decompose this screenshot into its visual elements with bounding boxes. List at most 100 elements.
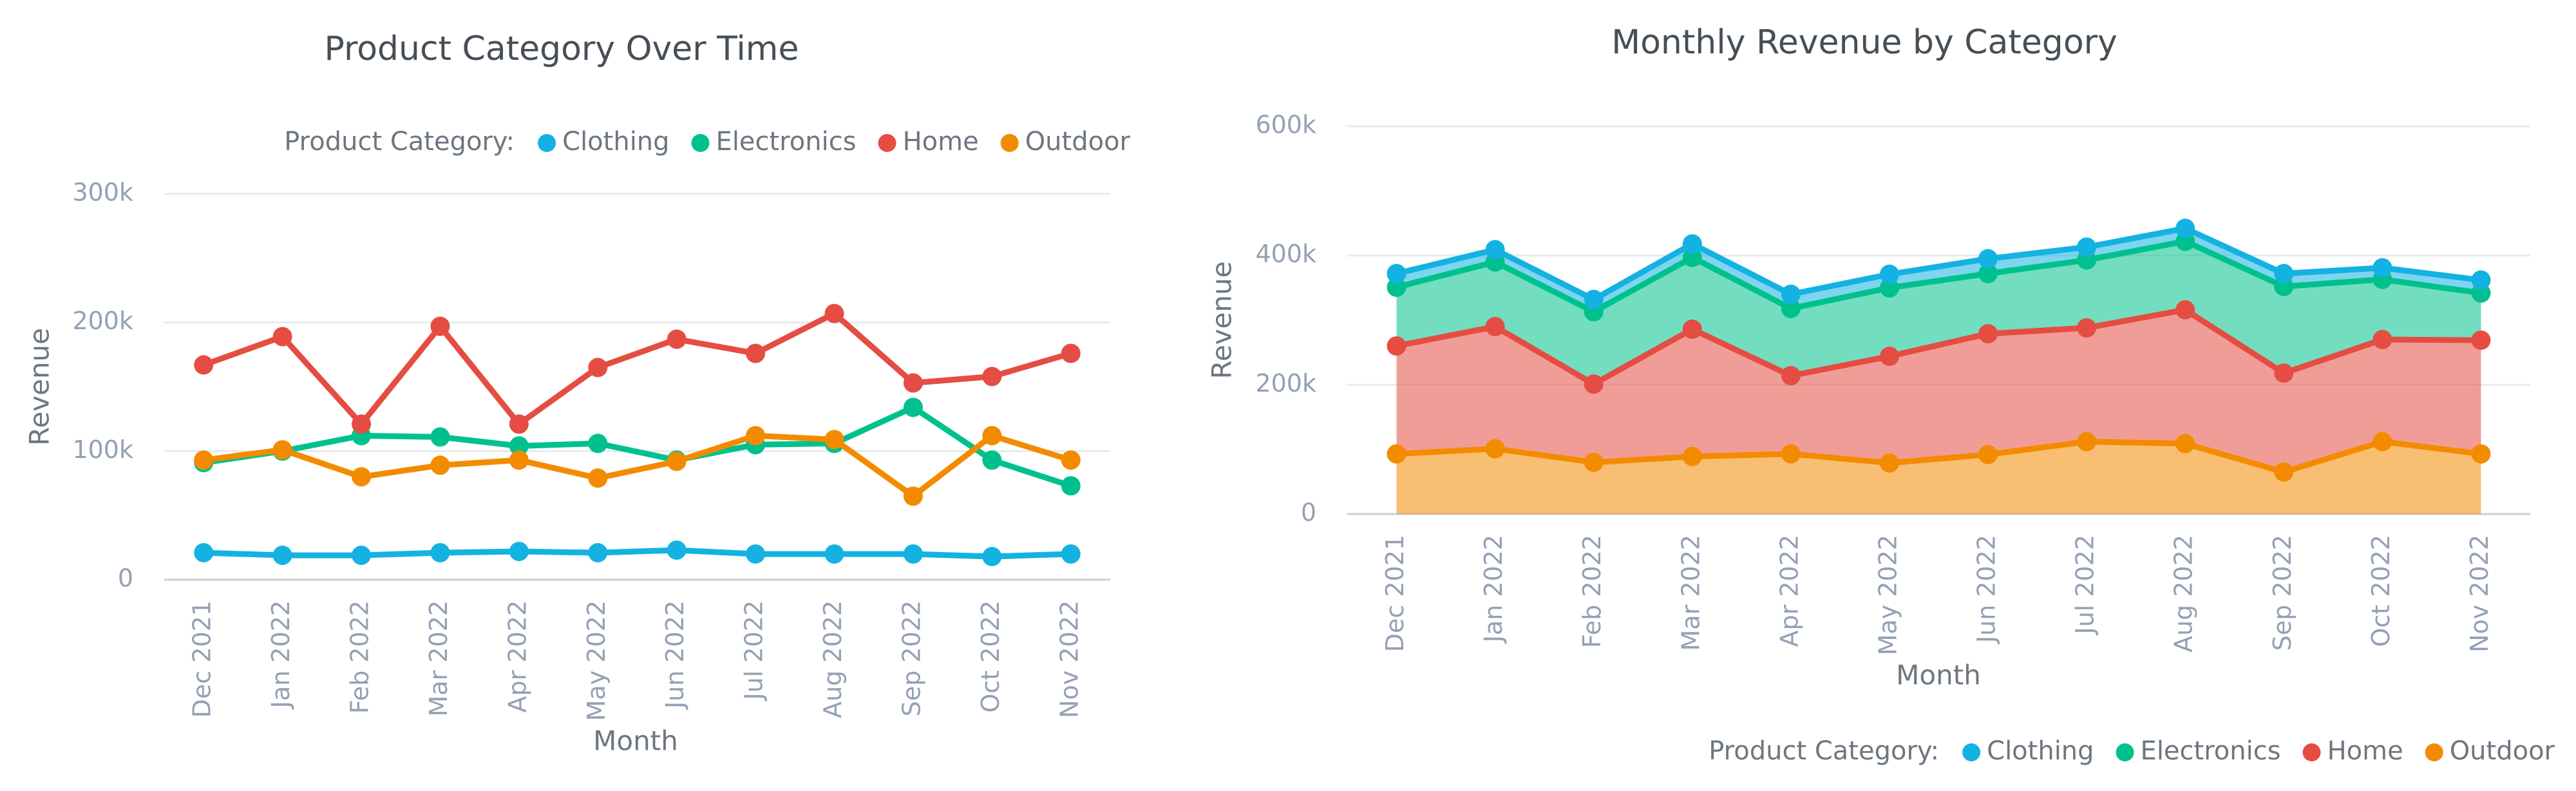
data-point <box>352 546 372 566</box>
chart-title: Monthly Revenue by Category <box>1611 23 2117 62</box>
x-tick-label: Dec 2021 <box>188 600 216 718</box>
data-point <box>2175 434 2195 453</box>
data-point <box>824 544 844 564</box>
data-point <box>746 426 766 446</box>
x-tick-label: Dec 2021 <box>1381 535 1409 652</box>
legend-label: Home <box>2327 736 2403 766</box>
data-point <box>1061 476 1081 496</box>
series-line <box>203 404 1072 489</box>
data-point <box>588 434 608 453</box>
data-point <box>2372 258 2392 278</box>
data-point <box>588 543 608 563</box>
data-point <box>1485 240 1505 260</box>
data-point <box>2372 432 2392 452</box>
y-tick-label: 300k <box>72 178 133 207</box>
data-point <box>1879 278 1899 298</box>
data-point <box>982 367 1002 386</box>
data-point <box>1584 452 1604 472</box>
data-point <box>824 303 844 323</box>
data-point <box>272 546 292 566</box>
x-tick-label: May 2022 <box>1873 535 1902 655</box>
legend-title: Product Category: <box>284 127 515 157</box>
data-point <box>509 414 529 434</box>
data-point <box>588 468 608 488</box>
data-point <box>1387 444 1406 464</box>
x-axis-title: Month <box>593 725 678 757</box>
data-point <box>1061 450 1081 470</box>
legend-label: Outdoor <box>2450 736 2555 766</box>
data-point <box>1387 277 1406 297</box>
legend-swatch <box>691 134 710 152</box>
data-point <box>1879 264 1899 284</box>
y-tick-label: 200k <box>1255 369 1316 397</box>
series-area <box>1396 241 2481 385</box>
data-point <box>1781 284 1801 304</box>
y-tick-label: 400k <box>1255 240 1316 268</box>
data-point <box>430 543 450 563</box>
data-point <box>982 426 1002 446</box>
data-point <box>1485 439 1505 459</box>
x-tick-label: May 2022 <box>582 600 611 721</box>
data-point <box>2471 270 2491 290</box>
x-tick-label: Jun 2022 <box>661 600 689 710</box>
data-point <box>2274 462 2294 482</box>
data-point <box>2175 300 2195 319</box>
data-point <box>2372 330 2392 350</box>
data-point <box>1682 319 1702 339</box>
x-axis-title: Month <box>1896 660 1981 691</box>
data-point <box>1061 343 1081 363</box>
data-point <box>2471 330 2491 350</box>
x-tick-label: Jan 2022 <box>1479 535 1508 643</box>
data-point <box>2471 444 2491 464</box>
data-point <box>1978 324 1998 344</box>
data-point <box>509 542 529 562</box>
series-line <box>202 310 1072 427</box>
data-point <box>667 329 687 349</box>
data-point <box>982 450 1002 470</box>
data-point <box>1061 544 1081 564</box>
legend: Product Category: Clothing Electronics Home… <box>1709 736 2555 766</box>
data-point <box>1387 336 1406 356</box>
data-point <box>667 452 687 472</box>
legend-swatch <box>538 134 556 152</box>
x-tick-label: Jun 2022 <box>1973 535 2001 644</box>
y-tick-label: 200k <box>72 307 133 335</box>
data-point <box>194 355 214 375</box>
data-point <box>194 450 214 470</box>
series-line <box>1396 439 2482 475</box>
x-tick-label: Sep 2022 <box>897 600 925 716</box>
data-point <box>1879 347 1899 367</box>
data-point <box>1978 444 1998 464</box>
series-area <box>1396 228 2481 312</box>
legend-swatch <box>1000 134 1019 152</box>
data-point <box>272 440 292 460</box>
data-point <box>1584 374 1604 394</box>
y-tick-label: 100k <box>72 435 133 464</box>
data-point <box>903 544 923 564</box>
data-point <box>1781 444 1801 464</box>
data-point <box>1682 247 1702 267</box>
series-line <box>1396 307 2481 387</box>
data-point <box>2175 218 2195 238</box>
x-tick-label: Jul 2022 <box>740 600 768 701</box>
x-tick-label: Nov 2022 <box>1055 600 1083 718</box>
legend: Product Category: Clothing Electronics Home… <box>284 127 1130 157</box>
x-tick-label: Aug 2022 <box>819 600 847 718</box>
data-point <box>746 544 766 564</box>
data-point <box>1387 263 1406 283</box>
data-point <box>1781 298 1801 318</box>
data-point <box>1978 263 1998 283</box>
x-tick-label: Nov 2022 <box>2465 535 2494 653</box>
y-tick-label: 0 <box>118 564 133 593</box>
x-tick-label: Feb 2022 <box>1578 535 1606 648</box>
series-line <box>204 547 1071 560</box>
data-point <box>272 327 292 347</box>
x-tick-label: Apr 2022 <box>503 600 531 713</box>
data-point <box>194 543 214 563</box>
data-point <box>824 430 844 450</box>
data-point <box>430 455 450 475</box>
y-axis-title: Revenue <box>1206 262 1238 379</box>
legend-swatch <box>878 134 896 152</box>
data-point <box>352 414 372 434</box>
